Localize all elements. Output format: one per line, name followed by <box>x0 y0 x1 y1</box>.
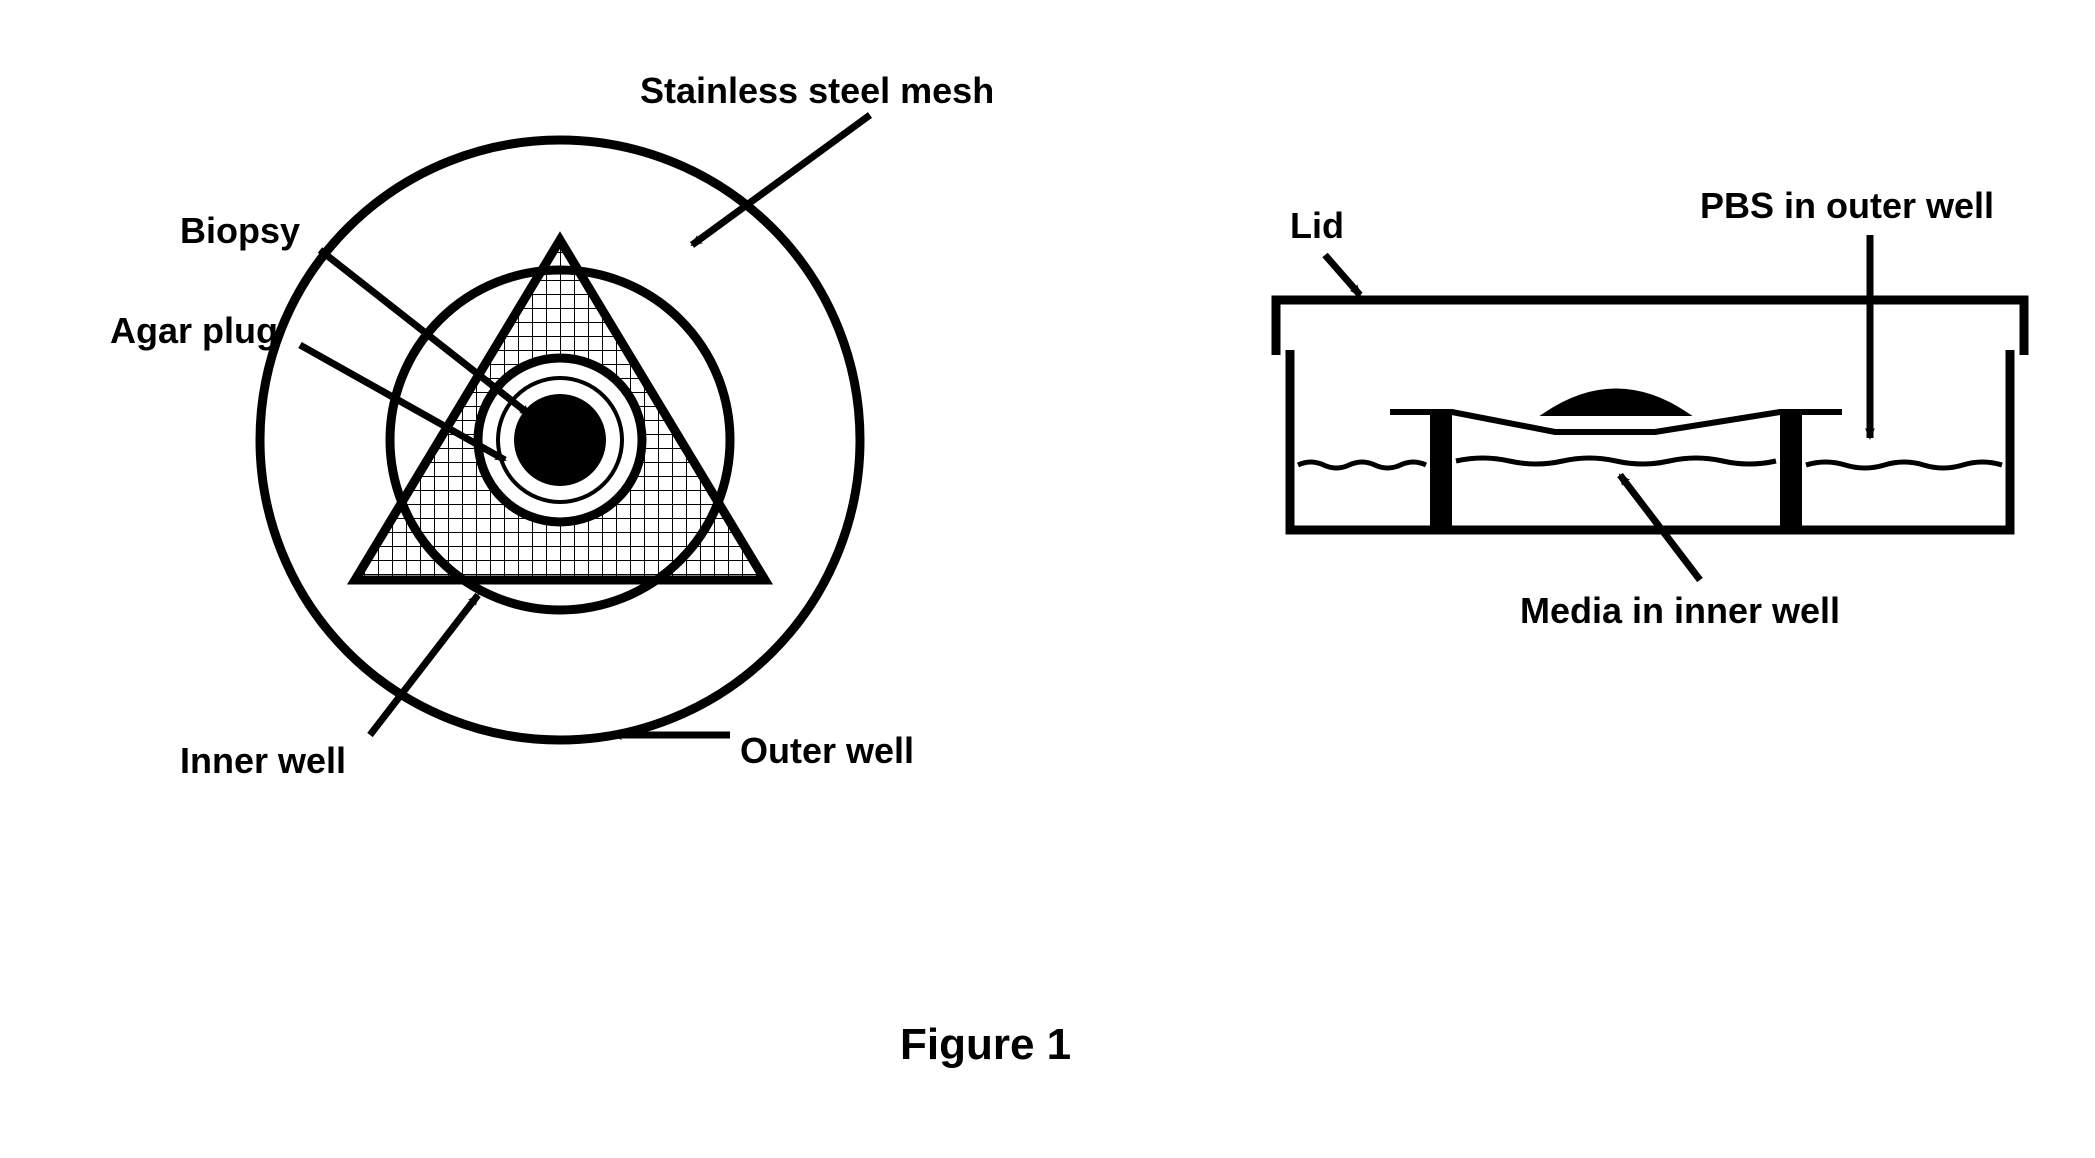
figure-caption: Figure 1 <box>900 1020 1071 1070</box>
diagram-svg <box>0 0 2095 1158</box>
label-agar-plug: Agar plug <box>110 310 278 352</box>
label-media-inner: Media in inner well <box>1520 590 1840 632</box>
label-biopsy: Biopsy <box>180 210 300 252</box>
label-outer-well: Outer well <box>740 730 914 772</box>
label-pbs-outer: PBS in outer well <box>1700 185 1994 227</box>
label-stainless-steel-mesh: Stainless steel mesh <box>640 70 994 112</box>
label-lid: Lid <box>1290 205 1344 247</box>
label-inner-well: Inner well <box>180 740 346 782</box>
